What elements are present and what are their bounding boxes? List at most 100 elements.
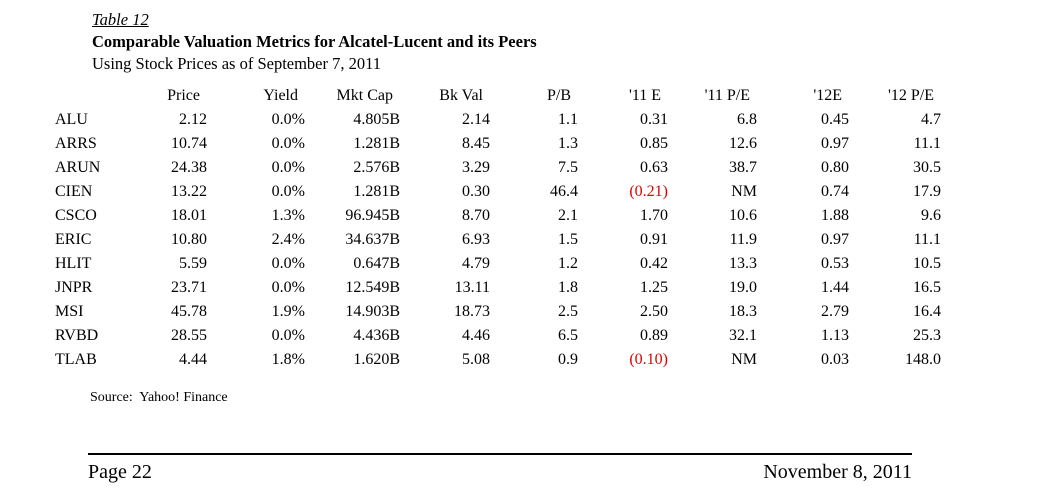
value-cell: 4.805B <box>353 111 400 128</box>
ticker-cell: RVBD <box>55 327 99 344</box>
table-row: JNPR 23.71 0.0% 12.549B 13.11 1.8 1.25 19.0 1.44… <box>55 276 941 300</box>
value-cell: 30.5 <box>913 159 941 176</box>
value-cell: 0.91 <box>640 231 668 248</box>
value-cell: 0.0% <box>271 327 305 344</box>
source-note: Source: Yahoo! Finance <box>90 390 228 405</box>
document-title: Comparable Valuation Metrics for Alcatel… <box>92 32 537 51</box>
footer-date: November 8, 2011 <box>763 461 912 483</box>
column-header: Bk Val <box>439 87 483 104</box>
value-cell: 34.637B <box>345 231 400 248</box>
value-cell: 0.0% <box>271 279 305 296</box>
value-cell: 1.620B <box>353 351 400 368</box>
value-cell: 16.4 <box>913 303 941 320</box>
value-cell: 0.89 <box>640 327 668 344</box>
value-cell: 10.6 <box>729 207 757 224</box>
value-cell: 18.3 <box>729 303 757 320</box>
value-cell: 10.80 <box>171 231 207 248</box>
value-cell: 10.74 <box>171 135 207 152</box>
value-cell: 5.59 <box>179 255 207 272</box>
value-cell: 0.9 <box>558 351 578 368</box>
value-cell: 4.44 <box>179 351 207 368</box>
value-cell: NM <box>731 351 757 368</box>
value-cell: 25.3 <box>913 327 941 344</box>
page-number: Page 22 <box>88 461 152 483</box>
value-cell: 0.647B <box>353 255 400 272</box>
value-cell: 0.97 <box>821 231 849 248</box>
value-cell: 18.73 <box>454 303 490 320</box>
table-row: MSI 45.78 1.9% 14.903B 18.73 2.5 2.50 18.3 2.79 1… <box>55 300 941 324</box>
value-cell: 4.79 <box>462 255 490 272</box>
value-cell: 1.3% <box>271 207 305 224</box>
column-header: '11 E <box>628 87 661 104</box>
value-cell: 2.576B <box>353 159 400 176</box>
valuation-table: Price Yield Mkt Cap Bk Val P/B '11 E '11 P/E '1… <box>55 84 941 372</box>
value-cell: 13.22 <box>171 183 207 200</box>
ticker-cell: JNPR <box>55 279 93 296</box>
value-cell: 12.6 <box>729 135 757 152</box>
value-cell: 1.9% <box>271 303 305 320</box>
table-row: ARRS 10.74 0.0% 1.281B 8.45 1.3 0.85 12.6 0.97 11… <box>55 132 941 156</box>
value-cell: 2.79 <box>821 303 849 320</box>
value-cell: 1.88 <box>821 207 849 224</box>
column-header: '12 P/E <box>888 87 934 104</box>
value-cell: 2.4% <box>271 231 305 248</box>
value-cell: 0.0% <box>271 183 305 200</box>
value-cell: 46.4 <box>550 183 578 200</box>
document-header: Table 12 Comparable Valuation Metrics fo… <box>92 9 537 75</box>
value-cell: 0.80 <box>821 159 849 176</box>
ticker-cell: ARUN <box>55 159 101 176</box>
value-cell: 2.5 <box>558 303 578 320</box>
table-row: CSCO 18.01 1.3% 96.945B 8.70 2.1 1.70 10.6 1.88 9… <box>55 204 941 228</box>
value-cell: 0.42 <box>640 255 668 272</box>
value-cell: 11.9 <box>729 231 757 248</box>
column-header: Price <box>167 87 200 104</box>
value-cell: 19.0 <box>729 279 757 296</box>
value-cell: 3.29 <box>462 159 490 176</box>
value-cell: 14.903B <box>345 303 400 320</box>
value-cell: 9.6 <box>921 207 941 224</box>
value-cell: 4.7 <box>921 111 941 128</box>
value-cell: 0.0% <box>271 255 305 272</box>
value-cell: 1.8 <box>558 279 578 296</box>
table-row: ALU 2.12 0.0% 4.805B 2.14 1.1 0.31 6.8 0.45 4.7 <box>55 108 941 132</box>
value-cell: 1.281B <box>353 135 400 152</box>
value-cell: 8.45 <box>462 135 490 152</box>
page-footer: Page 22 November 8, 2011 <box>88 459 912 485</box>
value-cell: 5.08 <box>462 351 490 368</box>
value-cell: 2.12 <box>179 111 207 128</box>
value-cell: 13.3 <box>729 255 757 272</box>
value-cell: 1.70 <box>640 207 668 224</box>
document-subtitle: Using Stock Prices as of September 7, 20… <box>92 54 382 73</box>
table-row: ERIC 10.80 2.4% 34.637B 6.93 1.5 0.91 11.9 0.97 1… <box>55 228 941 252</box>
table-header-row: Price Yield Mkt Cap Bk Val P/B '11 E '11 P/E '1… <box>55 84 941 108</box>
column-header: P/B <box>546 87 571 104</box>
column-header: Yield <box>263 87 298 104</box>
value-cell: 1.3 <box>558 135 578 152</box>
value-cell: 1.13 <box>821 327 849 344</box>
ticker-cell: ERIC <box>55 231 92 248</box>
value-cell: 28.55 <box>171 327 207 344</box>
value-cell: 1.1 <box>558 111 578 128</box>
value-cell: 11.1 <box>913 231 941 248</box>
value-cell: 10.5 <box>913 255 941 272</box>
value-cell: 0.30 <box>462 183 490 200</box>
value-cell: 11.1 <box>913 135 941 152</box>
value-cell: 2.50 <box>640 303 668 320</box>
value-cell: 0.31 <box>640 111 668 128</box>
ticker-cell: CIEN <box>55 183 93 200</box>
value-cell: 2.14 <box>462 111 490 128</box>
value-cell: 12.549B <box>345 279 400 296</box>
value-cell: 0.0% <box>271 135 305 152</box>
value-cell: 0.74 <box>821 183 849 200</box>
value-cell: 0.03 <box>821 351 849 368</box>
table-row: ARUN 24.38 0.0% 2.576B 3.29 7.5 0.63 38.7 0.80 30… <box>55 156 941 180</box>
value-cell: 0.63 <box>640 159 668 176</box>
column-header: '12E <box>813 87 842 104</box>
value-cell: 17.9 <box>913 183 941 200</box>
value-cell: 45.78 <box>171 303 207 320</box>
value-cell: 148.0 <box>905 351 941 368</box>
value-cell: 8.70 <box>462 207 490 224</box>
value-cell: 0.45 <box>821 111 849 128</box>
value-cell: 2.1 <box>558 207 578 224</box>
